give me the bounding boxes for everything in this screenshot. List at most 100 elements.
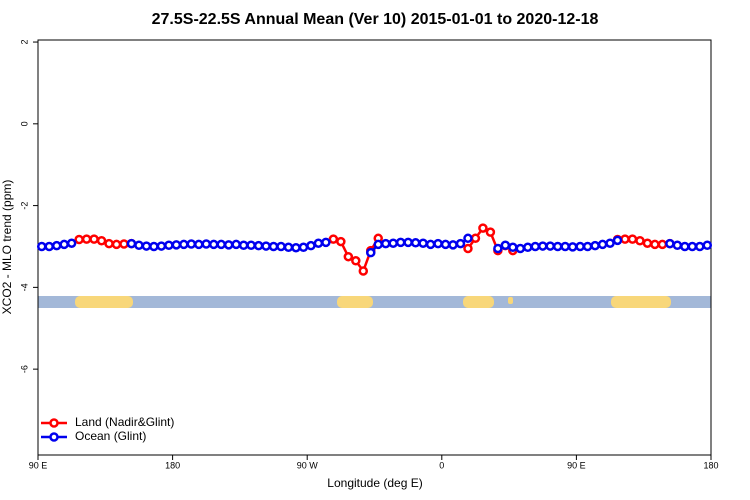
- legend-marker: [49, 432, 59, 442]
- y-tick-label: 0: [19, 121, 29, 126]
- data-point: [560, 241, 570, 252]
- data-point: [695, 241, 705, 252]
- land-strip: [463, 296, 494, 308]
- data-point: [171, 240, 182, 250]
- land-strip: [75, 296, 133, 308]
- data-point: [567, 242, 578, 252]
- y-tick-label: -4: [19, 283, 29, 291]
- data-point: [515, 243, 526, 254]
- data-point: [336, 236, 346, 247]
- data-point: [530, 241, 541, 252]
- data-point: [388, 238, 398, 248]
- data-point: [44, 241, 54, 252]
- data-point: [552, 241, 563, 252]
- data-point: [134, 240, 144, 251]
- data-point: [343, 251, 354, 262]
- data-point: [231, 239, 241, 250]
- chart-title: 27.5S-22.5S Annual Mean (Ver 10) 2015-01…: [152, 11, 599, 28]
- data-point: [89, 234, 99, 244]
- data-point: [627, 234, 638, 244]
- data-point: [590, 240, 600, 251]
- data-point: [238, 240, 249, 251]
- sea-strip: [38, 296, 711, 308]
- x-tick-label: 90 W: [297, 460, 319, 470]
- data-point: [463, 233, 473, 244]
- x-axis-label: Longitude (deg E): [327, 476, 422, 490]
- data-point: [642, 238, 653, 248]
- data-point: [665, 238, 675, 249]
- data-point: [104, 238, 114, 249]
- data-point: [523, 242, 533, 253]
- data-point: [425, 239, 436, 250]
- data-point: [223, 240, 234, 250]
- data-point: [680, 241, 690, 252]
- data-point: [500, 240, 511, 251]
- data-point: [493, 243, 503, 254]
- data-point: [164, 240, 174, 251]
- data-point: [96, 236, 107, 246]
- data-point: [410, 238, 421, 248]
- y-axis-label: XCO2 - MLO trend (ppm): [0, 180, 14, 315]
- data-point: [59, 239, 69, 250]
- data-point: [119, 239, 129, 249]
- legend-marker: [49, 418, 59, 428]
- data-point: [455, 238, 466, 249]
- data-point: [51, 240, 62, 251]
- data-point: [366, 247, 376, 258]
- data-point: [545, 241, 555, 251]
- data-point: [261, 241, 271, 251]
- land-strip: [611, 296, 671, 308]
- data-point: [478, 223, 488, 233]
- y-tick-label: -2: [19, 202, 29, 210]
- data-point: [657, 239, 668, 250]
- x-tick-label: 180: [165, 460, 180, 470]
- data-point: [470, 233, 481, 244]
- data-point: [66, 238, 77, 248]
- data-point: [276, 241, 286, 252]
- data-point: [612, 235, 623, 246]
- land-strip: [337, 296, 373, 308]
- data-point: [575, 241, 585, 252]
- data-point: [508, 242, 518, 253]
- data-point: [373, 239, 383, 250]
- data-point: [485, 227, 496, 237]
- data-point: [306, 240, 316, 251]
- data-point: [463, 243, 473, 254]
- data-point: [291, 242, 301, 253]
- data-point: [208, 239, 219, 250]
- data-point: [582, 241, 593, 252]
- data-point: [620, 234, 630, 244]
- data-point: [380, 238, 391, 249]
- data-point: [186, 239, 197, 249]
- legend-label: Ocean (Glint): [75, 429, 146, 443]
- data-point: [141, 241, 152, 251]
- data-point: [201, 239, 211, 249]
- data-point: [605, 238, 615, 248]
- data-point: [538, 241, 548, 251]
- data-point: [74, 234, 84, 245]
- data-point: [81, 234, 92, 244]
- data-point: [179, 239, 189, 250]
- data-point: [672, 240, 683, 251]
- data-point: [36, 241, 47, 252]
- data-point: [149, 241, 159, 252]
- data-point: [216, 239, 226, 250]
- x-tick-label: 90 E: [567, 460, 586, 470]
- x-tick-label: 90 E: [29, 460, 48, 470]
- data-point: [403, 237, 413, 248]
- data-point: [635, 236, 645, 246]
- land-sea-band: [38, 296, 711, 308]
- data-point: [448, 240, 458, 250]
- data-point: [418, 238, 428, 248]
- data-point: [268, 241, 279, 252]
- data-point: [283, 242, 294, 253]
- data-point: [702, 240, 713, 251]
- data-point: [253, 240, 264, 251]
- y-tick-label: -6: [19, 365, 29, 373]
- land-strip: [508, 297, 513, 304]
- data-point: [328, 234, 339, 244]
- data-point: [433, 238, 443, 249]
- legend-label: Land (Nadir&Glint): [75, 415, 174, 429]
